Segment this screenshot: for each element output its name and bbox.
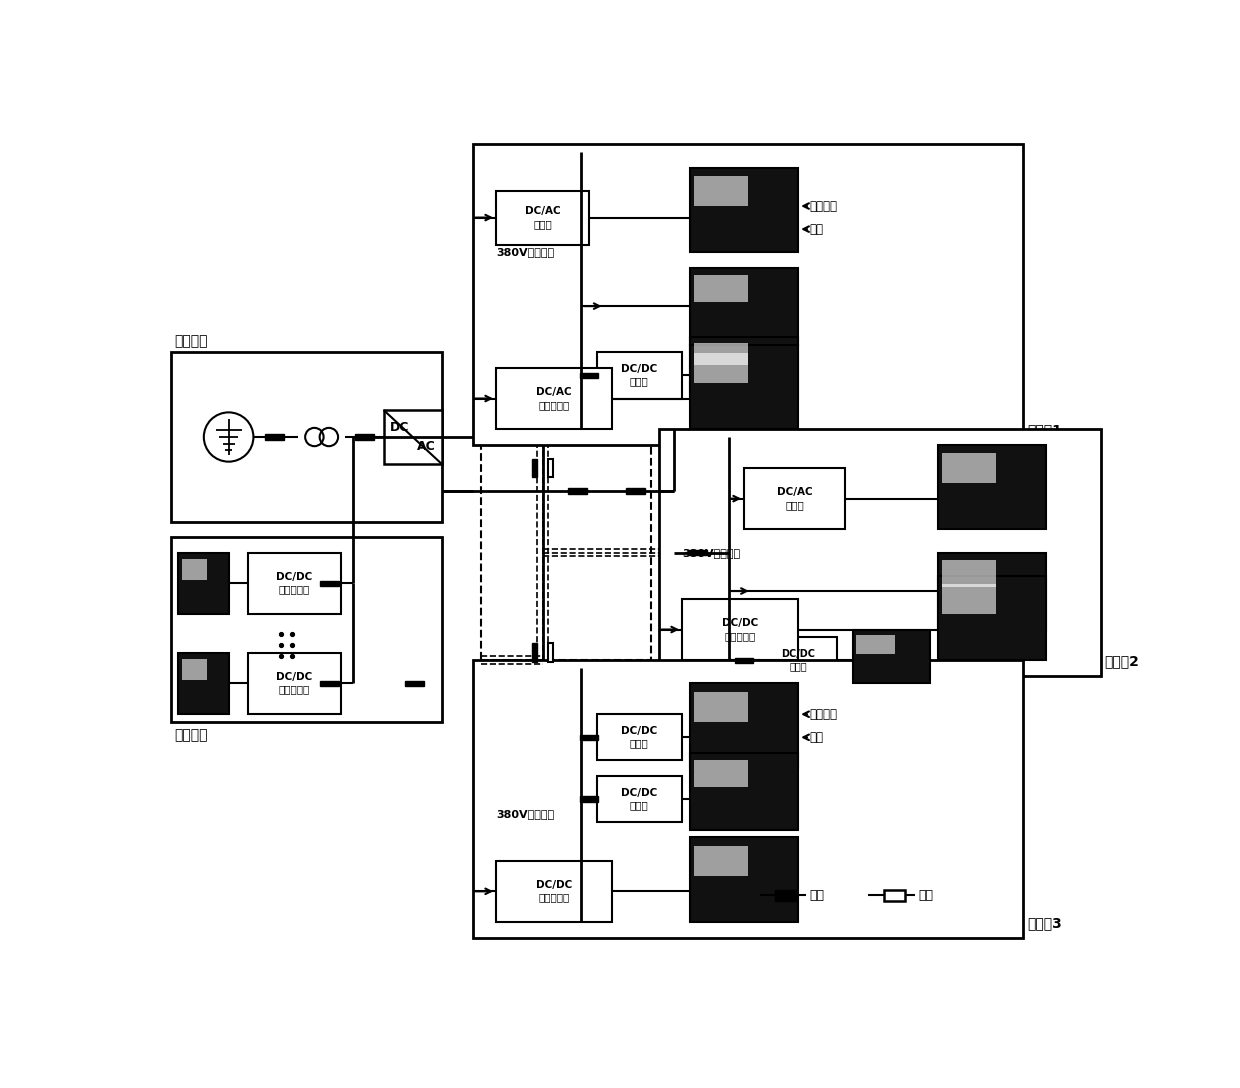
Bar bbox=[496, 368, 613, 430]
Bar bbox=[689, 345, 799, 430]
Bar bbox=[355, 434, 373, 440]
Bar bbox=[689, 838, 799, 923]
Text: DC/DC
变换器: DC/DC 变换器 bbox=[621, 788, 657, 811]
Bar bbox=[853, 630, 930, 683]
Text: 微电网3: 微电网3 bbox=[1027, 916, 1061, 930]
Bar bbox=[248, 653, 341, 714]
Bar bbox=[693, 343, 748, 364]
Text: 微电网2: 微电网2 bbox=[1105, 654, 1140, 668]
Bar bbox=[883, 890, 905, 901]
Bar bbox=[496, 861, 613, 923]
Bar bbox=[689, 168, 799, 252]
Text: DC/AC
变换器: DC/AC 变换器 bbox=[776, 487, 812, 510]
Bar bbox=[596, 776, 682, 823]
Bar bbox=[941, 454, 996, 483]
Text: DC: DC bbox=[389, 421, 409, 434]
Bar bbox=[383, 410, 441, 463]
Bar bbox=[937, 445, 1047, 530]
Text: 温度: 温度 bbox=[810, 731, 823, 744]
Bar bbox=[182, 658, 207, 680]
Text: 交流主网: 交流主网 bbox=[175, 334, 208, 348]
Text: 380V直流母线: 380V直流母线 bbox=[496, 809, 554, 819]
Bar bbox=[626, 489, 645, 494]
Bar bbox=[734, 657, 753, 663]
Bar bbox=[596, 353, 682, 398]
Bar bbox=[320, 581, 339, 586]
Bar bbox=[596, 714, 682, 761]
Text: 微电网1: 微电网1 bbox=[1027, 423, 1061, 437]
Text: 光照强度: 光照强度 bbox=[810, 707, 838, 720]
Bar bbox=[775, 890, 796, 901]
Bar bbox=[182, 558, 207, 580]
Bar bbox=[320, 681, 339, 687]
Text: 温度: 温度 bbox=[810, 223, 823, 236]
Bar bbox=[532, 643, 537, 662]
Bar bbox=[548, 458, 553, 477]
Bar bbox=[689, 337, 799, 398]
Bar bbox=[689, 753, 799, 830]
Bar bbox=[937, 576, 1047, 660]
Bar bbox=[472, 145, 1023, 445]
Text: DC/DC
双向变换器: DC/DC 双向变换器 bbox=[277, 572, 312, 594]
Bar bbox=[941, 560, 996, 588]
Bar bbox=[682, 598, 799, 660]
Text: 光照强度: 光照强度 bbox=[810, 199, 838, 212]
Text: 380V直流母线: 380V直流母线 bbox=[682, 547, 740, 557]
Bar bbox=[689, 683, 799, 768]
Text: 闭合: 闭合 bbox=[810, 889, 825, 902]
Bar bbox=[568, 489, 587, 494]
Bar bbox=[941, 584, 996, 614]
Bar bbox=[693, 275, 748, 302]
Text: DC/DC
双向变换器: DC/DC 双向变换器 bbox=[722, 618, 758, 641]
Text: DC/AC
变换器: DC/AC 变换器 bbox=[525, 207, 560, 228]
Bar bbox=[580, 373, 599, 379]
Bar bbox=[744, 468, 844, 530]
Text: DC/AC
双向变换器: DC/AC 双向变换器 bbox=[537, 387, 572, 410]
Bar bbox=[693, 761, 748, 788]
Bar bbox=[937, 553, 1047, 630]
Bar bbox=[857, 635, 895, 654]
Text: DC/DC
双向变换器: DC/DC 双向变换器 bbox=[536, 880, 572, 903]
Bar bbox=[693, 692, 748, 721]
Bar bbox=[532, 458, 537, 477]
Bar bbox=[693, 845, 748, 876]
Bar bbox=[179, 553, 228, 614]
Text: DC/DC
变换器: DC/DC 变换器 bbox=[621, 726, 657, 749]
Bar bbox=[179, 653, 228, 714]
Bar bbox=[689, 268, 799, 345]
Bar bbox=[481, 445, 651, 660]
Bar bbox=[688, 549, 707, 555]
Text: 打开: 打开 bbox=[919, 889, 934, 902]
Text: 储能电站: 储能电站 bbox=[175, 728, 208, 742]
Bar bbox=[658, 430, 1101, 676]
Text: DC/DC
变换器: DC/DC 变换器 bbox=[781, 650, 815, 671]
Text: DC/DC
变换器: DC/DC 变换器 bbox=[621, 364, 657, 386]
Bar bbox=[171, 537, 441, 722]
Bar bbox=[759, 638, 837, 683]
Bar bbox=[472, 660, 1023, 938]
Bar bbox=[496, 190, 589, 245]
Bar bbox=[248, 553, 341, 614]
Bar bbox=[693, 176, 748, 206]
Bar bbox=[405, 681, 424, 687]
Text: DC/DC
双向变换器: DC/DC 双向变换器 bbox=[277, 672, 312, 694]
Bar bbox=[265, 434, 284, 440]
Text: 380V直流母线: 380V直流母线 bbox=[496, 247, 554, 257]
Bar bbox=[693, 354, 748, 383]
Text: AC: AC bbox=[417, 441, 435, 454]
Bar bbox=[580, 734, 599, 740]
Bar bbox=[548, 643, 553, 662]
Bar bbox=[580, 796, 599, 802]
Bar bbox=[171, 353, 441, 522]
